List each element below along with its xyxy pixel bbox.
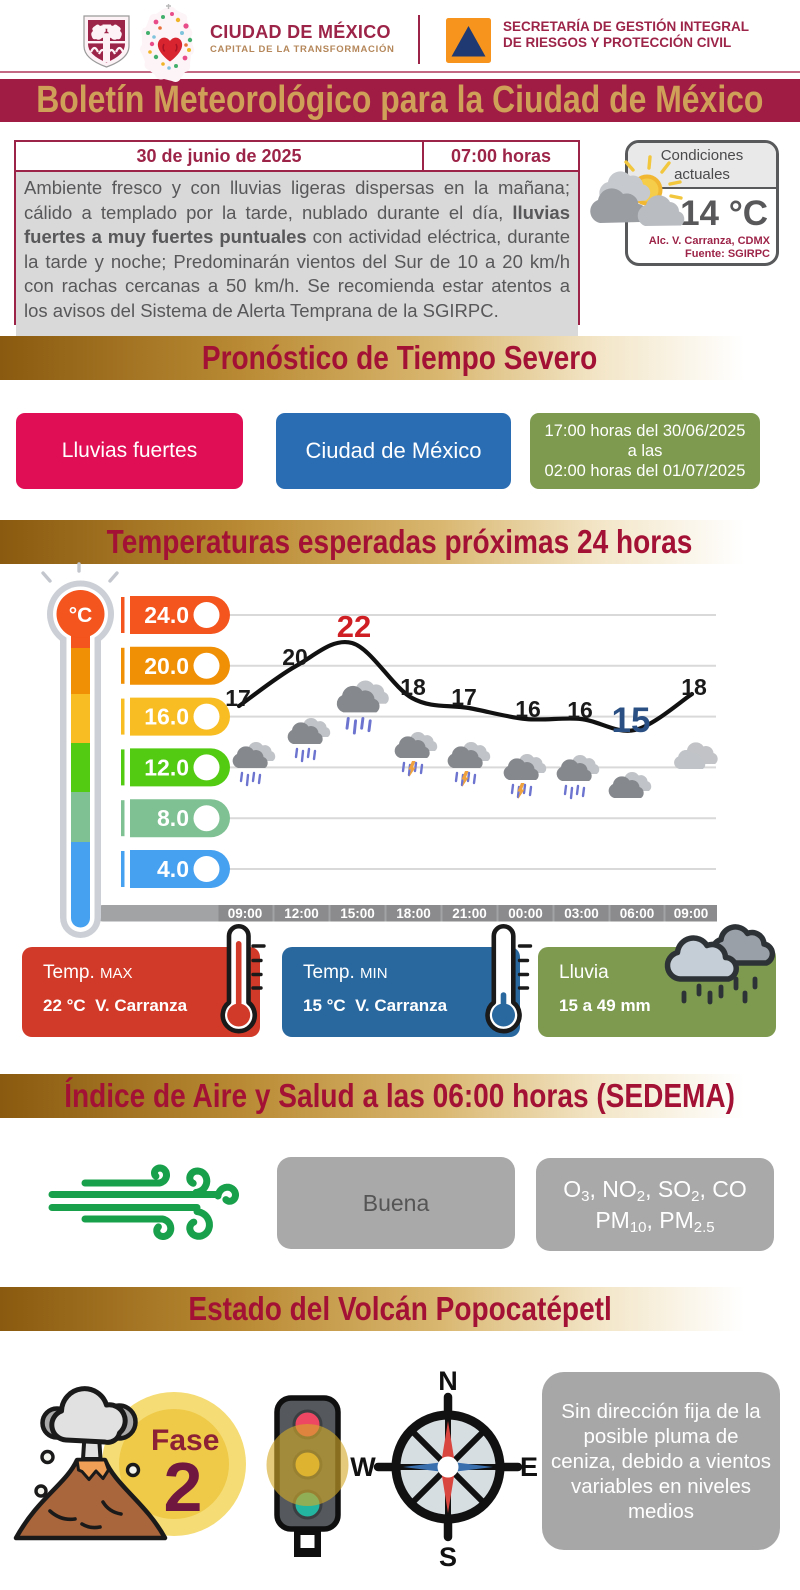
svg-text:4.0: 4.0 — [157, 856, 189, 882]
svg-text:12.0: 12.0 — [144, 754, 189, 780]
svg-text:E: E — [520, 1452, 538, 1482]
svg-text:18:00: 18:00 — [396, 906, 431, 921]
svg-text:22: 22 — [337, 609, 371, 644]
svg-text:09:00: 09:00 — [228, 906, 263, 921]
svg-text:16: 16 — [567, 697, 593, 723]
svg-text:17: 17 — [225, 685, 251, 711]
svg-text:S: S — [439, 1542, 457, 1572]
svg-text:18: 18 — [400, 674, 426, 700]
svg-text:12:00: 12:00 — [284, 906, 319, 921]
svg-text:W: W — [350, 1452, 376, 1482]
svg-text:03:00: 03:00 — [564, 906, 599, 921]
svg-text:20: 20 — [282, 644, 308, 670]
svg-text:24.0: 24.0 — [144, 602, 189, 628]
svg-text:06:00: 06:00 — [620, 906, 655, 921]
svg-text:°C: °C — [69, 604, 93, 627]
svg-text:00:00: 00:00 — [508, 906, 543, 921]
svg-text:09:00: 09:00 — [674, 906, 709, 921]
svg-text:15: 15 — [612, 701, 651, 740]
svg-text:20.0: 20.0 — [144, 653, 189, 679]
svg-text:21:00: 21:00 — [452, 906, 487, 921]
svg-text:16: 16 — [515, 696, 541, 722]
svg-text:N: N — [438, 1366, 458, 1396]
svg-text:16.0: 16.0 — [144, 704, 189, 730]
svg-text:18: 18 — [681, 674, 707, 700]
svg-text:17: 17 — [451, 684, 477, 710]
svg-text:8.0: 8.0 — [157, 805, 189, 831]
svg-text:15:00: 15:00 — [340, 906, 375, 921]
